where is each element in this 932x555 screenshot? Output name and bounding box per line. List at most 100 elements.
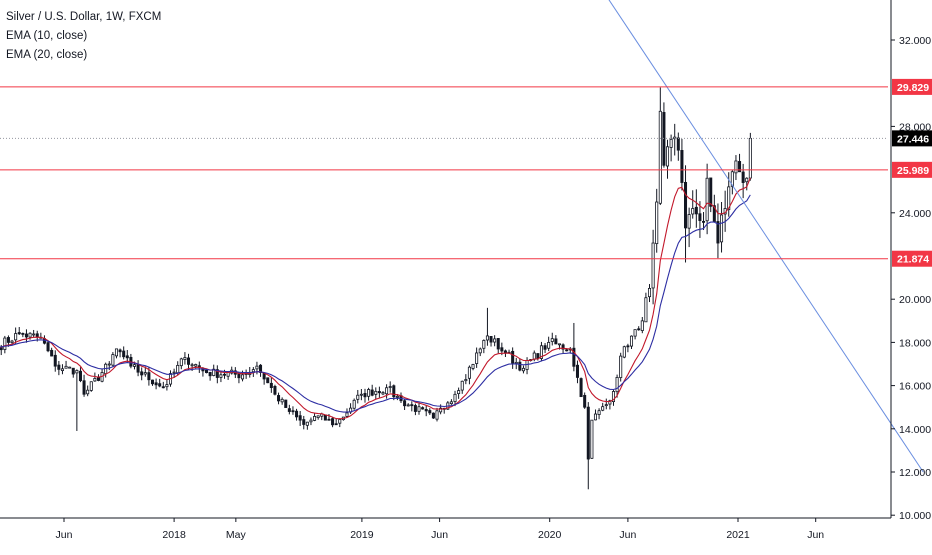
candle [370, 384, 374, 397]
candle [291, 406, 295, 415]
candle [428, 408, 432, 415]
candle [266, 377, 270, 384]
candle [662, 102, 666, 168]
candle [46, 340, 50, 353]
candle-body [590, 419, 594, 459]
candle [431, 412, 435, 419]
last-price-tag-bg [892, 130, 932, 147]
candle-body [132, 364, 137, 367]
candle [21, 332, 25, 338]
candle [413, 403, 417, 416]
candle-body [410, 404, 414, 407]
candle [143, 366, 147, 377]
candle [403, 399, 407, 410]
drawing-lines-layer[interactable] [0, 0, 924, 473]
candle [604, 398, 608, 410]
legend-symbol[interactable]: Silver / U.S. Dollar, 1W, FXCM [6, 11, 162, 23]
candle-body [114, 348, 118, 357]
candle-body [367, 389, 371, 397]
candle-body [89, 381, 93, 391]
candle-body [557, 343, 561, 346]
legend-ema20[interactable]: EMA (20, close) [6, 49, 88, 61]
candle [460, 380, 464, 394]
candle [93, 372, 97, 382]
candle-body [28, 332, 32, 338]
candle-body [388, 386, 392, 388]
legend-ema10[interactable]: EMA (10, close) [6, 30, 88, 42]
candle-body [309, 419, 313, 423]
candle [262, 372, 266, 385]
candle-body [96, 376, 100, 381]
candle-body [154, 382, 158, 386]
candle-body [183, 357, 187, 360]
ema10-line [0, 177, 751, 420]
candle [741, 163, 745, 199]
candle-body [287, 408, 291, 412]
candle-body [619, 355, 623, 378]
candle-body [604, 404, 608, 407]
candle [392, 384, 396, 401]
candle-body [327, 418, 331, 421]
last-price-tag: 27.446 [892, 130, 932, 147]
candle-body [172, 371, 176, 374]
candle [687, 207, 691, 248]
ema20-line [0, 194, 751, 413]
candle [57, 360, 61, 376]
candle [399, 392, 403, 404]
candle-body [223, 373, 227, 376]
time-tick-label: 2019 [350, 529, 374, 541]
price-tags-layer: 29.829 25.989 21.874 27.446 [892, 78, 932, 267]
time-tick-label: May [226, 529, 247, 541]
candle-body [597, 410, 601, 415]
candle-body [467, 366, 471, 379]
candles-layer [0, 87, 752, 490]
candle [82, 374, 86, 397]
candle [676, 132, 680, 161]
candle-body [525, 360, 529, 370]
candle [205, 369, 209, 374]
candle-body [237, 373, 241, 379]
candle-body [17, 332, 21, 335]
candle [684, 165, 688, 263]
candle-body [449, 401, 453, 405]
candle [215, 365, 219, 384]
candle [374, 387, 378, 400]
candle-body [431, 412, 435, 419]
candle-body [539, 345, 543, 359]
candle [280, 397, 284, 405]
candle [244, 369, 248, 379]
candle [284, 399, 288, 408]
candle-body [471, 364, 475, 369]
candle-body [741, 171, 745, 183]
candle-body [565, 349, 569, 352]
candle-body [143, 372, 147, 375]
candle-body [323, 414, 327, 421]
level-price-tag-label: 25.989 [897, 165, 929, 177]
candle-body [403, 400, 407, 407]
candle-body [698, 213, 702, 221]
candle-body [284, 399, 288, 408]
candle-body [24, 333, 28, 338]
candle-body [75, 370, 79, 374]
candle-body [489, 336, 493, 343]
candle [186, 353, 191, 370]
candle-body [32, 333, 36, 336]
candle-body [392, 385, 396, 398]
candle-body [295, 410, 299, 418]
candle [748, 132, 752, 181]
price-tick-label: 14.000 [899, 424, 931, 436]
trendline[interactable] [574, 0, 924, 473]
candle-body [464, 379, 468, 382]
candle-body [633, 329, 637, 337]
candle [702, 212, 706, 231]
candle [471, 363, 475, 371]
candle-body [381, 392, 385, 395]
time-tick-label: Jun [56, 529, 73, 541]
candle [478, 347, 482, 357]
candle [385, 384, 389, 399]
candle-body [705, 177, 709, 222]
candle [118, 348, 122, 358]
candle [579, 377, 583, 398]
